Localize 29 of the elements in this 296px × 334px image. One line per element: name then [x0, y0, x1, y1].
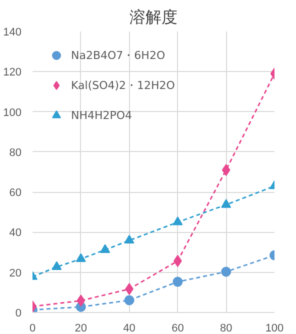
point [124, 234, 134, 244]
y-tick-label: 80 [9, 146, 22, 159]
point [52, 261, 62, 270]
y-tick-label: 60 [9, 187, 22, 200]
x-tick-label: 80 [220, 322, 232, 334]
point [172, 216, 183, 226]
y-tick-label: 40 [9, 227, 22, 240]
point [76, 253, 86, 262]
y-tick-label: 100 [3, 106, 22, 119]
x-tick-label: 100 [265, 322, 284, 334]
y-tick-label: 0 [15, 308, 22, 320]
point [76, 294, 86, 307]
point [221, 266, 232, 277]
point [100, 244, 110, 253]
y-tick-label: 120 [3, 66, 22, 79]
point [124, 295, 134, 306]
point [172, 276, 183, 287]
legend-label: NH4H2PO4 [71, 108, 132, 122]
legend-label: Na2B4O7・6H2O [71, 48, 166, 62]
point [222, 164, 230, 176]
x-tick-label: 60 [172, 322, 184, 334]
x-tick-label: 40 [123, 322, 136, 334]
chart-title: 溶解度 [130, 8, 178, 26]
x-tick-label: 0 [29, 322, 36, 334]
x-tick-label: 20 [74, 322, 88, 334]
legend-label: Kal(SO4)2・12H2O [71, 78, 175, 92]
y-tick-label: 140 [3, 26, 22, 38]
point [221, 199, 232, 208]
y-tick-label: 20 [9, 267, 22, 280]
